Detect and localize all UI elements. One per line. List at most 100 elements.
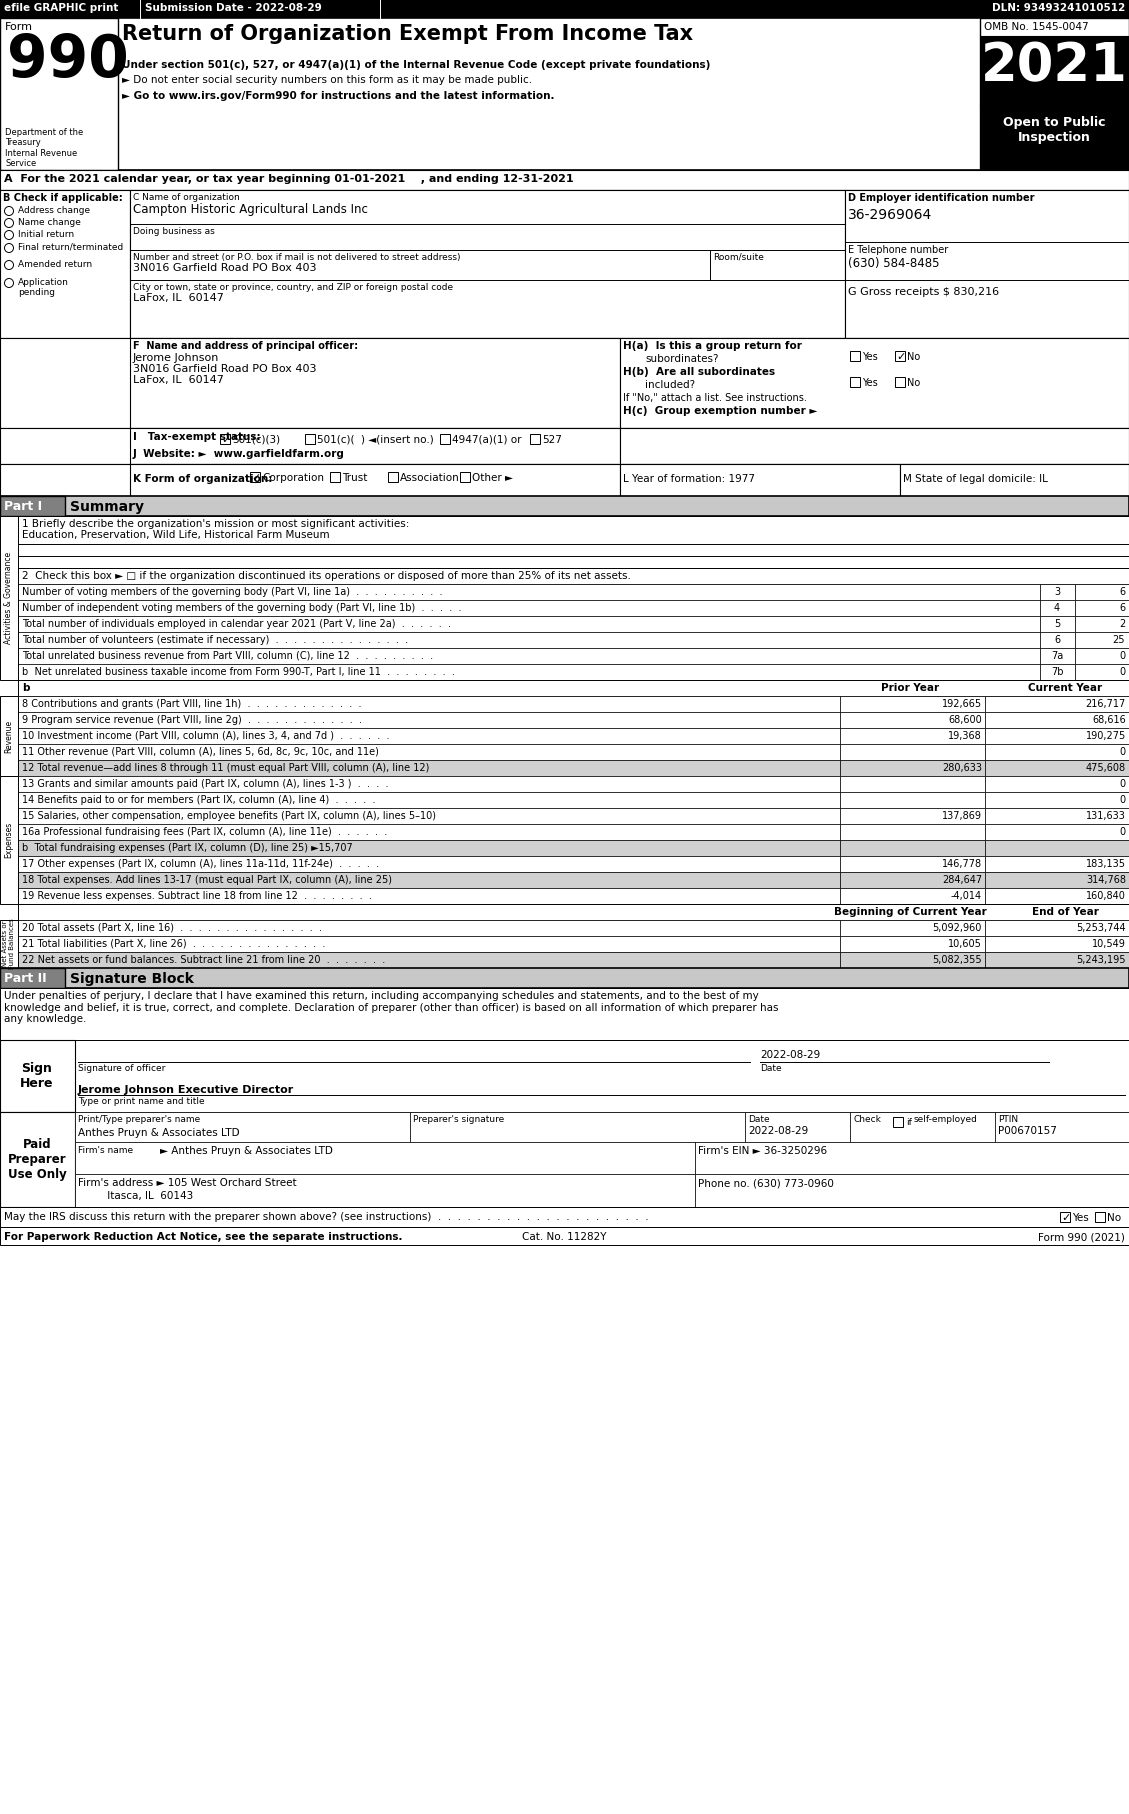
Bar xyxy=(620,337,1129,428)
Bar xyxy=(0,428,1129,464)
Text: H(b)  Are all subordinates: H(b) Are all subordinates xyxy=(623,366,776,377)
Text: 4: 4 xyxy=(1054,602,1060,613)
Text: 16a Professional fundraising fees (Part IX, column (A), line 11e)  .  .  .  .  .: 16a Professional fundraising fees (Part … xyxy=(21,827,387,836)
Bar xyxy=(440,434,450,444)
Text: Print/Type preparer's name: Print/Type preparer's name xyxy=(78,1116,200,1125)
Text: 18 Total expenses. Add lines 13-17 (must equal Part IX, column (A), line 25): 18 Total expenses. Add lines 13-17 (must… xyxy=(21,874,392,885)
Text: 527: 527 xyxy=(542,435,562,444)
Text: Revenue: Revenue xyxy=(5,720,14,753)
Bar xyxy=(0,776,18,903)
Text: 5,082,355: 5,082,355 xyxy=(933,954,982,965)
Bar xyxy=(850,1112,995,1143)
Bar xyxy=(0,190,1129,337)
Text: End of Year: End of Year xyxy=(1032,907,1099,918)
Text: 3: 3 xyxy=(1054,588,1060,597)
Bar xyxy=(840,873,984,889)
Bar xyxy=(0,969,65,989)
Text: J  Website: ►  www.garfieldfarm.org: J Website: ► www.garfieldfarm.org xyxy=(133,450,344,459)
Bar xyxy=(18,903,1129,920)
Text: Activities & Governance: Activities & Governance xyxy=(5,551,14,644)
Bar xyxy=(75,1143,695,1174)
Bar xyxy=(984,807,1129,824)
Bar xyxy=(1040,664,1075,680)
Text: F  Name and address of principal officer:: F Name and address of principal officer: xyxy=(133,341,358,350)
Text: 5,253,744: 5,253,744 xyxy=(1076,923,1126,932)
Bar xyxy=(840,807,984,824)
Bar xyxy=(984,744,1129,760)
Bar xyxy=(995,1112,1129,1143)
Text: C Name of organization: C Name of organization xyxy=(133,192,239,201)
Text: ► Go to www.irs.gov/Form990 for instructions and the latest information.: ► Go to www.irs.gov/Form990 for instruct… xyxy=(122,91,554,102)
Bar xyxy=(18,680,1129,697)
Text: Itasca, IL  60143: Itasca, IL 60143 xyxy=(78,1192,193,1201)
Text: Anthes Pruyn & Associates LTD: Anthes Pruyn & Associates LTD xyxy=(78,1128,239,1137)
Text: Signature of officer: Signature of officer xyxy=(78,1065,165,1074)
Text: Preparer's signature: Preparer's signature xyxy=(413,1116,505,1125)
Bar xyxy=(840,760,984,776)
Text: 6: 6 xyxy=(1119,602,1124,613)
Bar xyxy=(18,793,840,807)
Text: Submission Date - 2022-08-29: Submission Date - 2022-08-29 xyxy=(145,4,322,13)
Text: 190,275: 190,275 xyxy=(1086,731,1126,740)
Text: 9 Program service revenue (Part VIII, line 2g)  .  .  .  .  .  .  .  .  .  .  . : 9 Program service revenue (Part VIII, li… xyxy=(21,715,362,726)
Text: 10,605: 10,605 xyxy=(948,940,982,949)
Text: Net Assets or
Fund Balances: Net Assets or Fund Balances xyxy=(2,918,16,969)
Bar xyxy=(75,1112,410,1143)
Text: self-employed: self-employed xyxy=(914,1116,978,1125)
Text: 216,717: 216,717 xyxy=(1086,698,1126,709)
Text: Trust: Trust xyxy=(342,473,367,483)
Bar xyxy=(695,1143,1129,1174)
Text: City or town, state or province, country, and ZIP or foreign postal code: City or town, state or province, country… xyxy=(133,283,453,292)
Bar xyxy=(0,989,1129,1039)
Text: 20 Total assets (Part X, line 16)  .  .  .  .  .  .  .  .  .  .  .  .  .  .  .  : 20 Total assets (Part X, line 16) . . . … xyxy=(21,923,322,932)
Bar xyxy=(1060,1212,1070,1223)
Bar xyxy=(18,760,840,776)
Bar xyxy=(18,664,1040,680)
Text: 10,549: 10,549 xyxy=(1092,940,1126,949)
Text: Part II: Part II xyxy=(5,972,46,985)
Text: Final return/terminated: Final return/terminated xyxy=(18,243,123,252)
Text: 314,768: 314,768 xyxy=(1086,874,1126,885)
Text: Firm's address ► 105 West Orchard Street: Firm's address ► 105 West Orchard Street xyxy=(78,1177,297,1188)
Text: For Paperwork Reduction Act Notice, see the separate instructions.: For Paperwork Reduction Act Notice, see … xyxy=(5,1232,403,1243)
Text: 284,647: 284,647 xyxy=(942,874,982,885)
Text: Signature Block: Signature Block xyxy=(70,972,194,987)
Bar xyxy=(18,617,1040,631)
Text: 280,633: 280,633 xyxy=(942,764,982,773)
Bar xyxy=(0,969,1129,989)
Text: included?: included? xyxy=(645,379,695,390)
Bar xyxy=(18,727,840,744)
Text: 13 Grants and similar amounts paid (Part IX, column (A), lines 1-3 )  .  .  .  .: 13 Grants and similar amounts paid (Part… xyxy=(21,778,388,789)
Bar xyxy=(18,744,840,760)
Bar xyxy=(984,856,1129,873)
Text: Paid
Preparer
Use Only: Paid Preparer Use Only xyxy=(8,1137,67,1181)
Bar xyxy=(18,600,1040,617)
Text: Department of the
Treasury
Internal Revenue
Service: Department of the Treasury Internal Reve… xyxy=(5,129,84,169)
Bar xyxy=(1040,631,1075,648)
Bar xyxy=(984,824,1129,840)
Text: 36-2969064: 36-2969064 xyxy=(848,209,933,221)
Text: Total number of volunteers (estimate if necessary)  .  .  .  .  .  .  .  .  .  .: Total number of volunteers (estimate if … xyxy=(21,635,408,646)
Bar xyxy=(984,840,1129,856)
Text: Number and street (or P.O. box if mail is not delivered to street address): Number and street (or P.O. box if mail i… xyxy=(133,252,461,261)
Text: Address change: Address change xyxy=(18,207,90,216)
Text: H(c)  Group exemption number ►: H(c) Group exemption number ► xyxy=(623,406,817,415)
Bar xyxy=(130,464,620,495)
Bar xyxy=(840,824,984,840)
Bar xyxy=(18,824,840,840)
Text: No: No xyxy=(907,352,920,363)
Bar xyxy=(0,1039,75,1112)
Bar xyxy=(18,807,840,824)
Text: Open to Public
Inspection: Open to Public Inspection xyxy=(1003,116,1105,143)
Text: 12 Total revenue—add lines 8 through 11 (must equal Part VIII, column (A), line : 12 Total revenue—add lines 8 through 11 … xyxy=(21,764,429,773)
Text: Under section 501(c), 527, or 4947(a)(1) of the Internal Revenue Code (except pr: Under section 501(c), 527, or 4947(a)(1)… xyxy=(122,60,710,71)
Bar xyxy=(984,727,1129,744)
Bar xyxy=(895,377,905,386)
Text: 7b: 7b xyxy=(1051,668,1064,677)
Text: 6: 6 xyxy=(1119,588,1124,597)
Bar xyxy=(130,428,620,464)
Bar xyxy=(0,18,119,171)
Bar xyxy=(980,36,1129,103)
Bar xyxy=(0,920,18,969)
Bar xyxy=(984,776,1129,793)
